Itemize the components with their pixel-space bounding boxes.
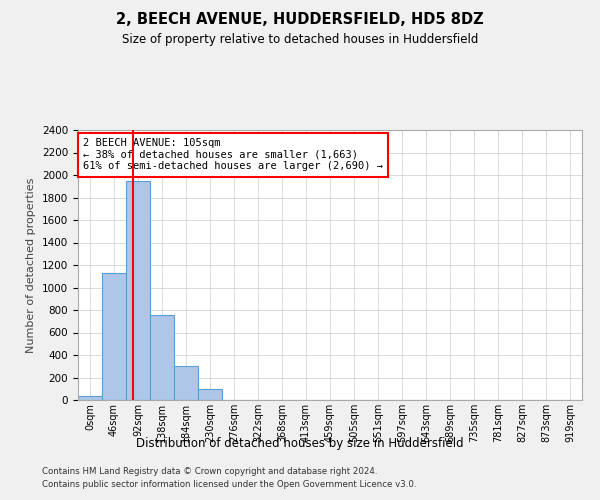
Text: 2 BEECH AVENUE: 105sqm
← 38% of detached houses are smaller (1,663)
61% of semi-: 2 BEECH AVENUE: 105sqm ← 38% of detached… bbox=[83, 138, 383, 172]
Bar bbox=[150, 314, 174, 400]
Bar bbox=[78, 396, 102, 400]
Y-axis label: Number of detached properties: Number of detached properties bbox=[26, 178, 37, 352]
Text: Size of property relative to detached houses in Huddersfield: Size of property relative to detached ho… bbox=[122, 32, 478, 46]
Bar bbox=[174, 366, 198, 400]
Bar bbox=[126, 180, 150, 400]
Text: Contains HM Land Registry data © Crown copyright and database right 2024.: Contains HM Land Registry data © Crown c… bbox=[42, 468, 377, 476]
Text: 2, BEECH AVENUE, HUDDERSFIELD, HD5 8DZ: 2, BEECH AVENUE, HUDDERSFIELD, HD5 8DZ bbox=[116, 12, 484, 28]
Bar bbox=[198, 389, 222, 400]
Text: Contains public sector information licensed under the Open Government Licence v3: Contains public sector information licen… bbox=[42, 480, 416, 489]
Text: Distribution of detached houses by size in Huddersfield: Distribution of detached houses by size … bbox=[136, 438, 464, 450]
Bar bbox=[102, 273, 126, 400]
